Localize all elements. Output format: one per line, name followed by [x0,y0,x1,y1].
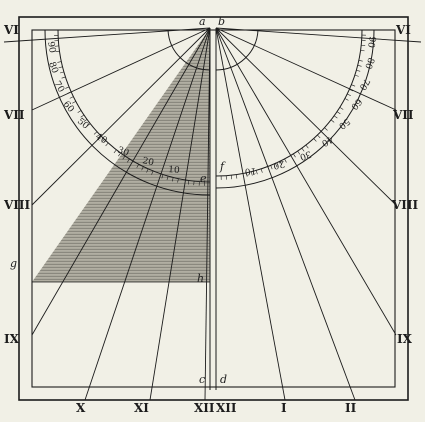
left-hour-label-x: X [76,401,86,415]
left-hour-label-vi: VI [3,23,19,37]
left-arc-tick [57,62,61,63]
right-hour-label-i: I [281,401,287,415]
right-degree-label-60: 60 [348,96,363,111]
right-arc-tick [351,85,355,86]
left-hour-label-viii: VIII [3,198,31,212]
left-arc-tick [78,111,81,113]
left-arc-tick [62,77,66,78]
right-arc-tick [317,135,320,138]
point-label-d: d [220,373,227,386]
outer-frame [19,17,408,400]
point-label-f: f [219,160,226,173]
left-hour-label-vii: VII [3,108,25,122]
right-arc-tick [331,120,334,122]
right-degree-label-70: 70 [357,77,372,92]
left-degree-label-50: 50 [75,117,90,132]
right-degree-arc-inner [216,30,362,176]
right-degree-label-30: 30 [298,148,312,161]
left-arc-tick [59,67,63,68]
right-arc-tick [356,70,360,71]
right-arc-tick [271,165,272,169]
right-arc-tick [355,75,359,76]
right-hour-label-vii: VII [392,108,414,122]
left-hour-label-ix: IX [4,332,20,346]
right-hour-label-vi: VI [395,23,411,37]
right-hour-line-4 [216,28,355,400]
right-arc-tick [236,175,237,179]
right-degree-label-40: 40 [319,133,334,148]
right-arc-tick [293,154,295,157]
point-label-g: g [10,257,17,270]
right-arc-tick [314,138,317,141]
right-arc-tick [347,94,351,96]
right-degree-label-90: 90 [365,35,377,48]
right-hour-line-3 [216,28,396,335]
left-arc-tick [70,97,74,99]
right-arc-tick [345,99,349,101]
right-hour-line-2 [216,28,396,205]
left-degree-label-80: 80 [46,61,59,75]
right-arc-tick [358,65,362,66]
left-degree-label-60: 60 [61,100,76,115]
left-hour-label-xi: XI [134,401,149,415]
right-arc-tick [361,50,365,51]
right-arc-tick [324,128,327,131]
right-arc-tick [359,60,363,61]
point-label-b: b [218,15,225,28]
right-hour-label-xii: XII [216,401,237,415]
left-degree-label-40: 40 [94,132,109,147]
right-hour-label-viii: VIII [391,198,419,212]
right-hour-line-5 [216,28,285,400]
right-arc-tick [340,107,343,109]
point-label-h: h [197,272,204,285]
left-arc-tick [60,72,64,73]
right-degree-arc-outer [216,30,374,188]
right-degree-label-10: 10 [244,165,257,176]
right-degree-label-80: 80 [362,56,375,70]
left-degree-label-10: 10 [168,165,181,176]
right-arc-tick [334,116,337,118]
left-arc-tick [72,101,76,103]
right-hour-label-ix: IX [397,332,413,346]
point-label-c: c [199,373,205,386]
right-hour-label-ii: II [345,401,357,415]
right-arc-tick [261,169,262,173]
left-hour-label-xii: XII [194,401,215,415]
right-arc-tick [337,112,340,114]
left-arc-tick [106,143,109,146]
left-degree-label-90: 90 [45,41,57,54]
right-degree-label-50: 50 [336,116,351,131]
point-label-a: a [199,15,206,28]
right-degree-label-20: 20 [272,158,286,170]
point-label-e: e [200,172,207,185]
right-arc-tick [306,145,308,148]
